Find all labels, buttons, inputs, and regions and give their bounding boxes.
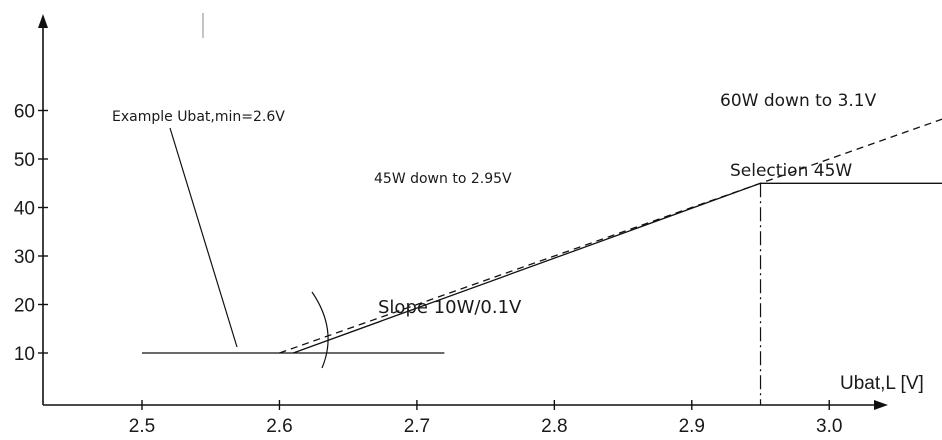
x-axis-arrow (874, 400, 888, 410)
y-tick-label: 20 (14, 296, 35, 317)
annotations: Example Ubat,min=2.6V 45W down to 2.95V … (112, 91, 924, 394)
y-tick-label: 30 (14, 247, 35, 268)
x-tick-label: 2.8 (541, 416, 567, 437)
series (142, 13, 942, 405)
x-tick-label: 2.7 (404, 416, 430, 437)
axes (38, 14, 888, 410)
y-axis-arrow (38, 14, 48, 28)
y-tick-label: 60 (14, 102, 35, 123)
annotation-selection: Selection 45W (730, 161, 852, 181)
annotation-45w: 45W down to 2.95V (374, 171, 512, 187)
y-tick-label: 10 (14, 344, 35, 365)
ticks: 2.52.62.72.82.93.03.13.2102030405060 (14, 102, 843, 438)
example-leader-line (169, 127, 238, 348)
x-tick-label: 2.6 (266, 416, 292, 437)
x-tick-label: 3.0 (816, 416, 842, 437)
x-axis-label: Ubat,L [V] (840, 373, 924, 394)
x-tick-label: 2.9 (679, 416, 705, 437)
annotation-example: Example Ubat,min=2.6V (112, 109, 285, 125)
x-tick-label: 2.5 (129, 416, 155, 437)
slope-angle-arc (311, 291, 329, 369)
y-tick-label: 50 (14, 150, 35, 171)
annotation-60w: 60W down to 3.1V (720, 91, 877, 111)
y-tick-label: 40 (14, 199, 35, 220)
series-60w-dashed (279, 118, 942, 354)
series-45w-solid (292, 182, 942, 354)
annotation-slope: Slope 10W/0.1V (378, 297, 522, 318)
